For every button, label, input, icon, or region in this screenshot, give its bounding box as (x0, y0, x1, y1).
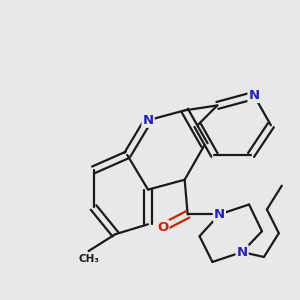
Text: N: N (248, 89, 260, 102)
Text: N: N (142, 114, 154, 127)
Text: CH₃: CH₃ (78, 254, 99, 264)
Text: O: O (157, 221, 169, 234)
Text: N: N (237, 245, 248, 259)
Text: N: N (214, 208, 225, 221)
